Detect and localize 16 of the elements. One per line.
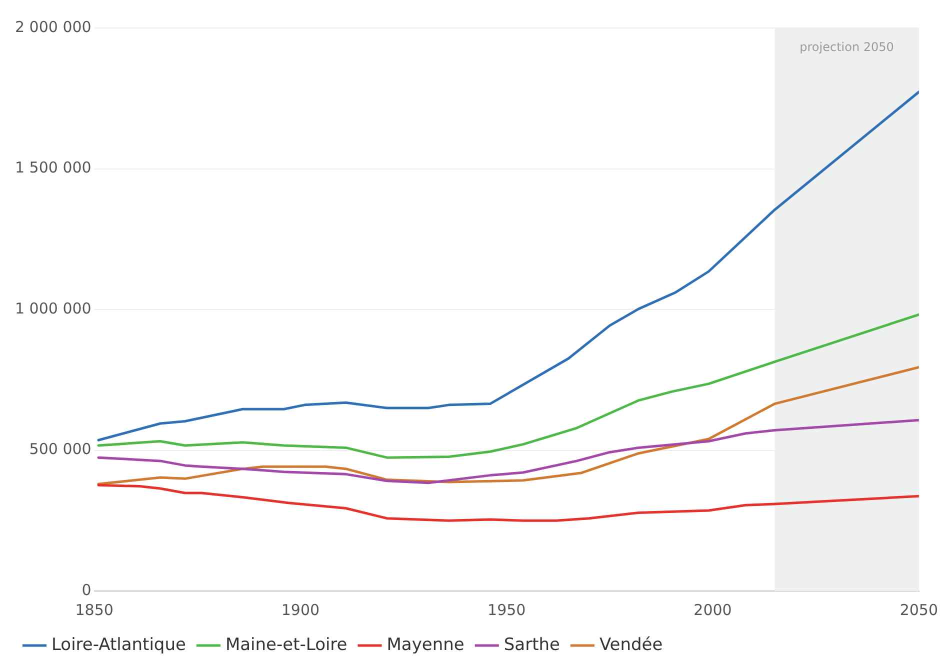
y-tick-label: 500 000 xyxy=(29,440,92,458)
x-tick-label: 2050 xyxy=(900,600,938,619)
x-tick-label: 1950 xyxy=(488,600,526,619)
band-label: projection 2050 xyxy=(800,40,894,54)
y-tick-label: 0 xyxy=(82,580,92,599)
x-tick-label: 1900 xyxy=(281,600,320,619)
legend-label: Sarthe xyxy=(504,634,560,655)
x-tick-label: 1850 xyxy=(75,600,114,619)
legend-label: Mayenne xyxy=(386,634,464,655)
legend-label: Vendée xyxy=(599,634,663,655)
x-tick-label: 2000 xyxy=(694,600,732,619)
legend-label: Loire-Atlantique xyxy=(52,634,186,655)
y-tick-label: 2 000 000 xyxy=(14,18,92,36)
y-tick-label: 1 000 000 xyxy=(14,299,92,318)
y-tick-label: 1 500 000 xyxy=(14,158,92,177)
legend-label: Maine-et-Loire xyxy=(225,634,348,655)
